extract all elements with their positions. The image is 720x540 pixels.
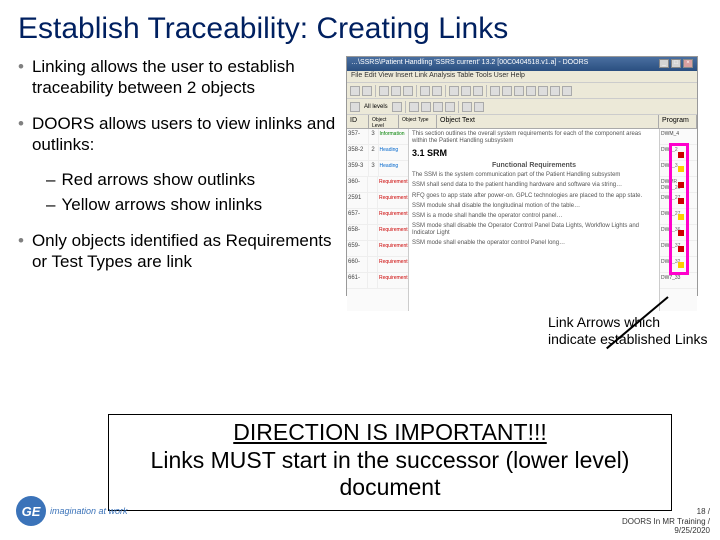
footer-date: 9/25/2020 [622,526,710,536]
bold-icon[interactable] [449,86,459,96]
bullet-2: • DOORS allows users to view inlinks and… [18,113,338,156]
col-prog: Program [659,115,697,128]
paste-icon[interactable] [403,86,413,96]
save-icon[interactable] [350,86,360,96]
tool-icon[interactable] [433,102,443,112]
col-id: ID [347,115,369,128]
ge-monogram-icon: GE [16,496,46,526]
underline-icon[interactable] [473,86,483,96]
tool-icon[interactable] [550,86,560,96]
close-icon[interactable]: × [683,59,693,68]
col-level: Object Level [369,115,399,128]
tool-icon[interactable] [490,86,500,96]
bullet-2a-text: Red arrows show outlinks [61,169,255,190]
tool-icon[interactable] [409,102,419,112]
outlink-arrow-icon [678,152,684,158]
bullet-3-text: Only objects identified as Requirements … [32,230,338,273]
window-title: …\SSRS\Patient Handling 'SSRS current' 1… [351,59,588,69]
outlink-arrow-icon [678,230,684,236]
training-label: DOORS In MR Training / [622,517,710,527]
ge-logo: GE imagination at work [16,496,128,526]
table-row[interactable]: 357-3Information [347,129,408,145]
copy-icon[interactable] [391,86,401,96]
cut-icon[interactable] [379,86,389,96]
window-buttons: _ □ × [659,59,693,69]
table-row[interactable]: 658-Requirement [347,225,408,241]
important-callout: DIRECTION IS IMPORTANT!!! Links MUST sta… [108,414,672,511]
toolbar-2[interactable]: All levels [347,99,697,115]
inlink-arrow-icon [678,262,684,268]
important-line2: Links MUST start in the successor (lower… [115,447,665,502]
view-icon[interactable] [350,102,360,112]
doors-screenshot: …\SSRS\Patient Handling 'SSRS current' 1… [346,56,698,296]
level-label: All levels [362,104,390,110]
tool-icon[interactable] [514,86,524,96]
table-row[interactable]: 657-Requirement [347,209,408,225]
bullet-1-text: Linking allows the user to establish tra… [32,56,338,99]
table-header: ID Object Level Object Type Object Text … [347,115,697,129]
window-titlebar: …\SSRS\Patient Handling 'SSRS current' 1… [347,57,697,71]
bullet-2b-text: Yellow arrows show inlinks [61,194,262,215]
maximize-icon[interactable]: □ [671,59,681,68]
screenshot-caption: Link Arrows which indicate established L… [548,314,708,348]
slide-title: Establish Traceability: Creating Links [0,0,720,52]
minimize-icon[interactable]: _ [659,59,669,68]
table-row[interactable]: 358-22Heading [347,145,408,161]
table-body: 357-3Information358-22Heading359-33Headi… [347,129,697,311]
inlink-arrow-icon [678,214,684,220]
bullet-dot: • [18,113,24,156]
bullet-dot: • [18,56,24,99]
bullet-2-text: DOORS allows users to view inlinks and o… [32,113,338,156]
redo-icon[interactable] [432,86,442,96]
tool-icon[interactable] [538,86,548,96]
undo-icon[interactable] [420,86,430,96]
table-row[interactable]: 360-Requirement [347,177,408,193]
page-number: 18 / [622,507,710,517]
outlink-arrow-icon [678,246,684,252]
bullet-1: • Linking allows the user to establish t… [18,56,338,99]
tool-icon[interactable] [474,102,484,112]
tool-icon[interactable] [421,102,431,112]
table-row[interactable]: 359-33Heading [347,161,408,177]
tool-icon[interactable] [502,86,512,96]
tool-icon[interactable] [445,102,455,112]
footer-meta: 18 / DOORS In MR Training / 9/25/2020 [622,507,710,536]
bullet-2a: – Red arrows show outlinks [46,169,338,190]
ge-tagline: imagination at work [50,506,128,516]
italic-icon[interactable] [461,86,471,96]
menubar[interactable]: File Edit View Insert Link Analysis Tabl… [347,71,697,83]
bullet-dot: • [18,230,24,273]
print-icon[interactable] [362,86,372,96]
tool-icon[interactable] [562,86,572,96]
tool-icon[interactable] [462,102,472,112]
important-line1: DIRECTION IS IMPORTANT!!! [115,419,665,447]
toolbar-1[interactable] [347,83,697,99]
outlink-arrow-icon [678,198,684,204]
bullet-2b: – Yellow arrows show inlinks [46,194,338,215]
table-row[interactable]: 2591Requirement [347,193,408,209]
bullet-list: • Linking allows the user to establish t… [18,56,338,296]
table-row[interactable]: 659-Requirement [347,241,408,257]
tool-icon[interactable] [526,86,536,96]
bullet-3: • Only objects identified as Requirement… [18,230,338,273]
link-arrows-highlight [669,143,689,275]
inlink-arrow-icon [678,166,684,172]
screenshot-container: …\SSRS\Patient Handling 'SSRS current' 1… [338,56,698,296]
dash: – [46,169,55,190]
dropdown-icon[interactable] [392,102,402,112]
col-otype: Object Type [399,115,437,128]
col-text: Object Text [437,115,659,128]
outlink-arrow-icon [678,182,684,188]
table-row[interactable]: 660-Requirement [347,257,408,273]
content-area: • Linking allows the user to establish t… [0,52,720,296]
table-row[interactable]: 661-Requirement [347,273,408,289]
dash: – [46,194,55,215]
